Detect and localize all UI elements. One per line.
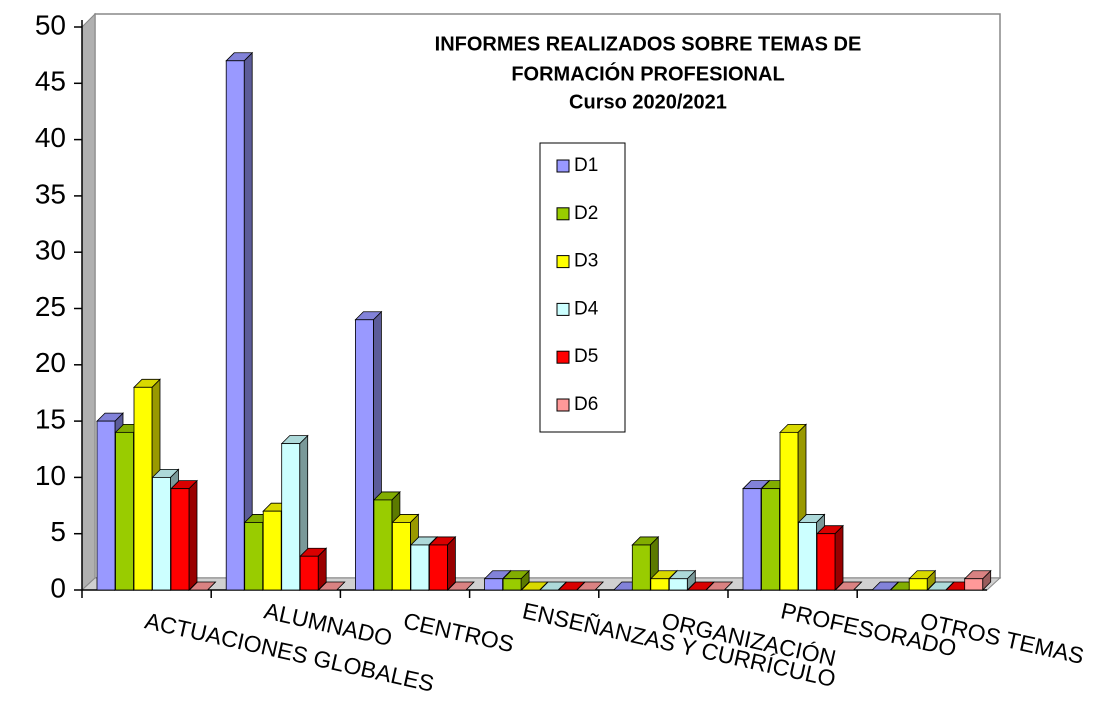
bar-top — [446, 581, 475, 591]
x-tick-label: OTROS TEMAS — [918, 607, 1087, 669]
bar — [299, 547, 328, 591]
bar-front — [281, 443, 301, 591]
bar-front — [354, 319, 374, 591]
bar — [816, 524, 844, 591]
bar — [631, 535, 660, 591]
bar — [834, 581, 863, 591]
bar-front — [484, 578, 504, 591]
bar-top — [834, 581, 863, 591]
bar-front — [244, 522, 264, 591]
chart-title: INFORMES REALIZADOS SOBRE TEMAS DE — [435, 33, 862, 55]
y-tick-label: 0 — [50, 572, 66, 603]
bar-front — [502, 578, 522, 591]
bar-front — [742, 488, 762, 591]
side-wall — [81, 12, 96, 592]
y-tick-label: 10 — [35, 460, 66, 491]
bar-front — [761, 488, 780, 591]
bar-front — [908, 578, 928, 591]
bar-top — [317, 581, 346, 591]
y-tick-label: 25 — [35, 291, 66, 322]
legend-label: D1 — [574, 155, 598, 176]
y-tick-label: 50 — [35, 9, 66, 40]
bar-front — [225, 60, 245, 591]
bar-top — [188, 581, 217, 591]
bar — [428, 535, 457, 591]
bar — [170, 479, 198, 591]
legend-swatch — [556, 159, 570, 173]
y-tick-label: 30 — [35, 235, 66, 266]
legend-swatch — [556, 255, 570, 269]
bar-top — [576, 581, 605, 591]
bar-side — [243, 51, 253, 591]
bar-front — [299, 555, 319, 591]
bar — [576, 581, 605, 591]
bar — [317, 581, 346, 591]
legend-label: D2 — [574, 203, 598, 224]
bar — [225, 51, 254, 591]
bar — [705, 581, 734, 591]
bar-front — [668, 578, 688, 591]
bar-front — [133, 386, 153, 591]
bar — [908, 569, 937, 591]
legend-label: D6 — [574, 394, 598, 415]
legend-label: D3 — [574, 251, 598, 272]
bar-top — [705, 581, 734, 591]
bar — [188, 581, 217, 591]
legend — [539, 142, 626, 433]
bar-front — [779, 431, 799, 591]
bar — [668, 569, 697, 591]
legend-swatch — [556, 207, 570, 221]
bar-front — [115, 431, 134, 591]
legend-label: D5 — [574, 346, 598, 367]
bar-front — [631, 544, 651, 591]
y-tick-label: 15 — [35, 403, 66, 434]
bar-front — [428, 544, 448, 591]
bar-front — [410, 544, 430, 591]
bar-front — [170, 488, 190, 591]
legend-swatch — [556, 302, 570, 316]
bar — [446, 581, 475, 591]
bar-front — [373, 499, 393, 591]
legend-swatch — [556, 350, 570, 364]
bar-front — [96, 420, 116, 591]
y-tick-label: 40 — [35, 122, 66, 153]
bar-front — [798, 522, 817, 591]
bar-front — [391, 522, 411, 591]
bar — [280, 434, 309, 591]
y-tick-label: 35 — [35, 178, 66, 209]
chart-title: FORMACIÓN PROFESIONAL — [511, 61, 784, 85]
bar-front — [816, 533, 836, 591]
bar-side — [834, 524, 844, 591]
legend-label: D4 — [574, 298, 599, 319]
bar — [963, 569, 992, 591]
bar-side — [446, 535, 456, 591]
legend-swatch — [556, 398, 570, 412]
bar-front — [650, 578, 670, 591]
y-tick-label: 20 — [35, 347, 66, 378]
y-tick-label: 45 — [35, 66, 66, 97]
bar-side — [188, 479, 198, 591]
x-tick-label: CENTROS — [401, 607, 516, 657]
y-tick-label: 5 — [50, 516, 66, 547]
bar-front — [152, 476, 171, 591]
bar — [502, 569, 531, 591]
bar-front — [964, 578, 984, 591]
bar-front — [262, 510, 282, 591]
chart-subtitle: Curso 2020/2021 — [569, 91, 727, 113]
